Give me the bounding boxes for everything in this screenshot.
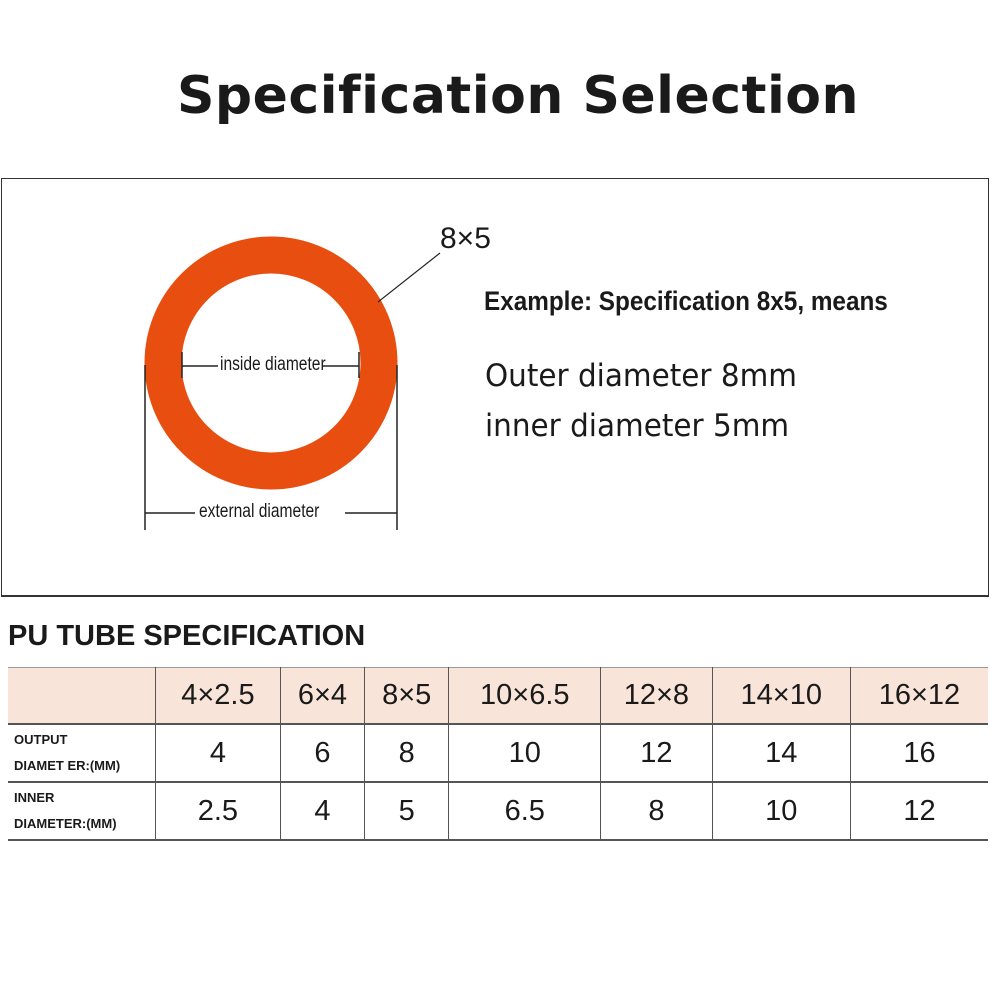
table-cell: 10 — [448, 724, 602, 783]
external-diameter-label: external diameter — [199, 501, 320, 522]
table-cell: 16 — [850, 724, 988, 783]
header-cell: 4×2.5 — [155, 667, 281, 725]
row-label: INNER DIAMETER:(MM) — [8, 782, 156, 841]
header-cell: 10×6.5 — [448, 667, 602, 725]
tube-ring — [144, 236, 398, 490]
outer-diameter-text: Outer diameter 8mm — [485, 358, 797, 394]
row-label-line: OUTPUT — [14, 732, 68, 747]
table-cell: 4 — [155, 724, 281, 783]
table-row-inner-diameter: INNER DIAMETER:(MM) 2.5 4 5 6.5 8 10 12 — [8, 782, 988, 841]
table-cell: 2.5 — [155, 782, 281, 841]
table-cell: 12 — [600, 724, 713, 783]
header-cell: 16×12 — [850, 667, 988, 725]
spec-leader-line — [377, 252, 441, 303]
header-cell: 6×4 — [280, 667, 366, 725]
table-cell: 8 — [600, 782, 713, 841]
header-cell: 14×10 — [712, 667, 851, 725]
table-title: PU TUBE SPECIFICATION — [8, 620, 366, 652]
example-panel — [1, 178, 989, 597]
example-heading: Example: Specification 8x5, means — [484, 286, 888, 316]
table-cell: 10 — [712, 782, 851, 841]
table-cell: 12 — [850, 782, 988, 841]
header-empty-cell — [8, 667, 156, 725]
table-cell: 6 — [280, 724, 366, 783]
external-diameter-dimension — [144, 365, 398, 530]
row-label-line: INNER — [14, 790, 55, 805]
table-cell: 6.5 — [448, 782, 602, 841]
spec-label: 8×5 — [440, 222, 491, 255]
page-title: Specification Selection — [176, 66, 860, 126]
header-cell: 12×8 — [600, 667, 713, 725]
header-cell: 8×5 — [364, 667, 450, 725]
inside-diameter-label: inside diameter — [220, 354, 326, 375]
spec-table: 4×2.5 6×4 8×5 10×6.5 12×8 14×10 16×12 OU… — [8, 667, 988, 841]
table-header-row: 4×2.5 6×4 8×5 10×6.5 12×8 14×10 16×12 — [8, 667, 988, 725]
table-cell: 5 — [364, 782, 450, 841]
table-cell: 4 — [280, 782, 366, 841]
table-cell: 14 — [712, 724, 851, 783]
inside-diameter-dimension — [181, 352, 360, 378]
row-label-line: DIAMETER:(MM) — [14, 816, 117, 831]
table-cell: 8 — [364, 724, 450, 783]
inner-diameter-text: inner diameter 5mm — [485, 408, 790, 444]
row-label: OUTPUT DIAMET ER:(MM) — [8, 724, 156, 783]
table-row-output-diameter: OUTPUT DIAMET ER:(MM) 4 6 8 10 12 14 16 — [8, 724, 988, 783]
row-label-line: DIAMET ER:(MM) — [14, 758, 121, 773]
tube-cross-section-diagram — [144, 236, 441, 530]
